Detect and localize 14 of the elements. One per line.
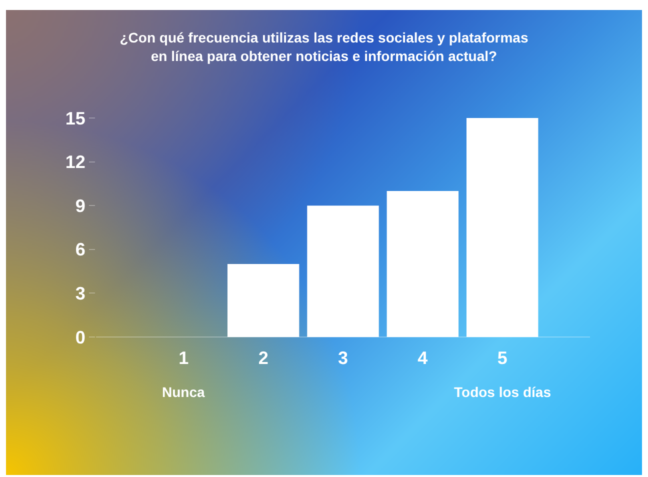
y-tick-label: 0 (75, 327, 86, 348)
text: Nunca (162, 384, 205, 400)
chart-title: ¿Con qué frecuencia utilizas las redes sociales y plataformas en línea para obtener noticias e información actual? (120, 30, 528, 64)
x-tick-label: 5 (497, 348, 508, 368)
x-tick-label: 3 (338, 348, 348, 368)
y-tick-label: 9 (75, 196, 86, 216)
x-tick-label: 2 (258, 348, 268, 368)
x-tick-label: 1 (178, 348, 189, 368)
y-tick-label: 3 (75, 284, 86, 304)
y-tick-label: 6 (75, 240, 86, 260)
x-tick-label: 4 (418, 348, 428, 368)
text: Todos los días (454, 384, 552, 400)
y-tick-label: 15 (65, 108, 86, 128)
y-tick-label: 12 (65, 152, 86, 172)
